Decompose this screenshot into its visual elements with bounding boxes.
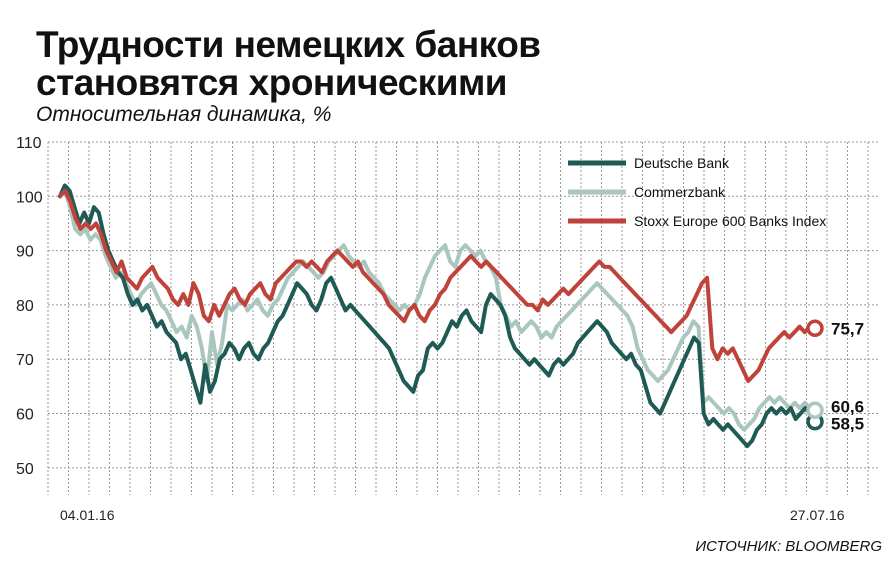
y-tick-label: 80: [16, 298, 34, 315]
chart-subtitle: Относительная динамика, %: [36, 103, 332, 126]
end-label-commerzbank: 60,6: [831, 397, 864, 416]
end-marker-commerzbank: [806, 401, 824, 420]
end-marker-stoxx-europe-600-banks-index: [806, 319, 824, 338]
legend-label: Commerzbank: [634, 184, 726, 200]
x-tick-label-start: 04.01.16: [60, 507, 115, 523]
y-tick-label: 50: [16, 461, 34, 478]
series-line-deutsche-bank: [58, 183, 817, 449]
y-tick-label: 60: [16, 407, 34, 424]
end-label-stoxx-europe-600-banks-index: 75,7: [831, 319, 864, 338]
y-tick-label: 70: [16, 352, 34, 369]
y-tick-label: 110: [16, 135, 42, 152]
title-line-2: становятся хроническими: [36, 62, 508, 103]
source-label: ИСТОЧНИК: BLOOMBERG: [695, 538, 882, 555]
y-tick-label: 100: [16, 189, 43, 206]
end-label-deutsche-bank: 58,5: [831, 415, 864, 434]
legend-label: Deutsche Bank: [634, 155, 730, 171]
series-line-stoxx-europe-600-banks-index: [58, 188, 817, 383]
legend-label: Stoxx Europe 600 Banks Index: [634, 213, 826, 229]
series-line-commerzbank: [58, 188, 817, 432]
title-box: [22, 24, 880, 125]
x-tick-label-end: 27.07.16: [790, 507, 845, 523]
y-tick-label: 90: [16, 244, 34, 261]
title-line-1: Трудности немецких банков: [36, 24, 541, 65]
chart-title: Трудности немецких банков становятся хро…: [36, 26, 541, 102]
